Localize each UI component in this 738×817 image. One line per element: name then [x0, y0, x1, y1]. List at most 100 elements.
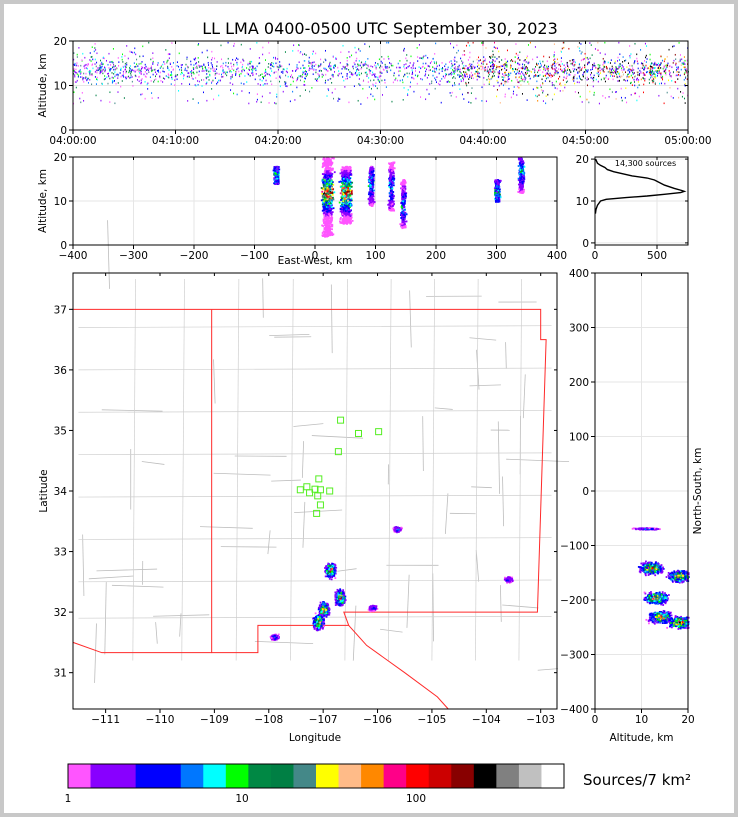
ew-source [326, 179, 329, 181]
time-height-source [651, 66, 653, 69]
time-height-source [344, 67, 346, 70]
time-height-source [510, 64, 512, 67]
ew-source [347, 213, 349, 215]
ew-source [350, 189, 353, 192]
time-height-source [249, 60, 251, 63]
time-height-source [83, 99, 85, 102]
ew-source [323, 164, 326, 167]
time-height-source [574, 61, 576, 64]
time-height-source [629, 68, 631, 71]
time-height-source [514, 60, 516, 63]
time-height-source [421, 78, 423, 81]
time-height-source [517, 56, 519, 59]
time-height-source [516, 94, 518, 96]
time-height-source [444, 65, 446, 68]
time-height-source [472, 60, 474, 63]
ew-source [391, 195, 394, 198]
time-height-source [159, 71, 161, 74]
time-height-source [523, 80, 525, 83]
ew-source [326, 190, 329, 193]
time-height-source [471, 75, 473, 77]
time-height-source [454, 84, 456, 86]
time-height-source [212, 69, 214, 71]
time-height-source [248, 68, 250, 71]
time-height-source [306, 73, 308, 76]
time-height-source [469, 74, 471, 77]
ew-source [393, 177, 396, 180]
time-height-source [523, 78, 525, 80]
time-height-source [308, 56, 310, 59]
time-height-source [357, 69, 359, 71]
time-height-source [620, 87, 622, 90]
ew-source [324, 189, 327, 192]
time-height-source [426, 76, 428, 79]
ew-source [390, 198, 393, 201]
time-height-source [536, 63, 538, 66]
time-height-source [233, 69, 235, 72]
time-height-source [673, 59, 675, 62]
time-height-source [125, 66, 127, 68]
ew-source [392, 182, 395, 185]
time-height-source [187, 72, 189, 74]
time-height-source [256, 98, 258, 101]
time-height-source [586, 84, 588, 87]
time-height-source [552, 75, 554, 77]
time-height-source [567, 69, 569, 71]
time-height-source [562, 89, 564, 92]
time-height-source [187, 100, 189, 102]
time-height-source [486, 63, 488, 65]
ew-source [389, 199, 392, 202]
time-height-source [550, 64, 552, 67]
time-height-source [96, 61, 98, 64]
time-height-source [553, 68, 555, 70]
time-height-source [507, 60, 509, 63]
time-height-source [474, 66, 476, 69]
time-height-source [645, 61, 647, 63]
time-height-source [193, 72, 195, 75]
time-height-source [368, 70, 370, 73]
time-height-source [141, 61, 143, 63]
time-height-source [675, 74, 677, 77]
ew-source [345, 193, 348, 196]
time-height-source [354, 72, 356, 75]
time-height-source [512, 93, 514, 95]
time-height-source [598, 75, 600, 78]
ew-source [389, 187, 392, 190]
time-height-source [670, 95, 672, 98]
time-height-source [198, 43, 200, 45]
time-height-source [555, 69, 557, 72]
time-height-source [529, 70, 531, 73]
ew-source [388, 177, 390, 180]
time-height-source [501, 79, 503, 81]
time-height-source [661, 59, 663, 62]
time-height-source [633, 62, 635, 65]
time-height-source [346, 56, 348, 59]
time-height-source [83, 65, 85, 68]
time-height-source [368, 77, 370, 79]
time-height-source [488, 81, 490, 83]
time-height-source [130, 76, 132, 79]
time-height-source [312, 73, 314, 76]
time-height-source [546, 72, 548, 75]
time-height-source [525, 77, 527, 80]
time-height-source [136, 58, 138, 61]
time-height-source [617, 71, 619, 73]
time-height-source [656, 71, 658, 73]
ew-source [369, 192, 372, 195]
time-height-source [191, 77, 193, 80]
time-height-source [378, 58, 380, 61]
time-height-source [227, 65, 229, 68]
time-height-source [468, 69, 470, 71]
time-height-source [262, 46, 264, 49]
time-height-source [385, 66, 387, 69]
ew-source [326, 157, 329, 160]
ew-source [345, 180, 348, 183]
time-height-source [123, 73, 125, 75]
ew-source [388, 169, 391, 171]
ew-source [326, 182, 329, 185]
time-height-source [571, 62, 573, 65]
time-height-source [543, 66, 545, 68]
time-height-source [551, 65, 553, 67]
time-height-source [606, 65, 608, 68]
